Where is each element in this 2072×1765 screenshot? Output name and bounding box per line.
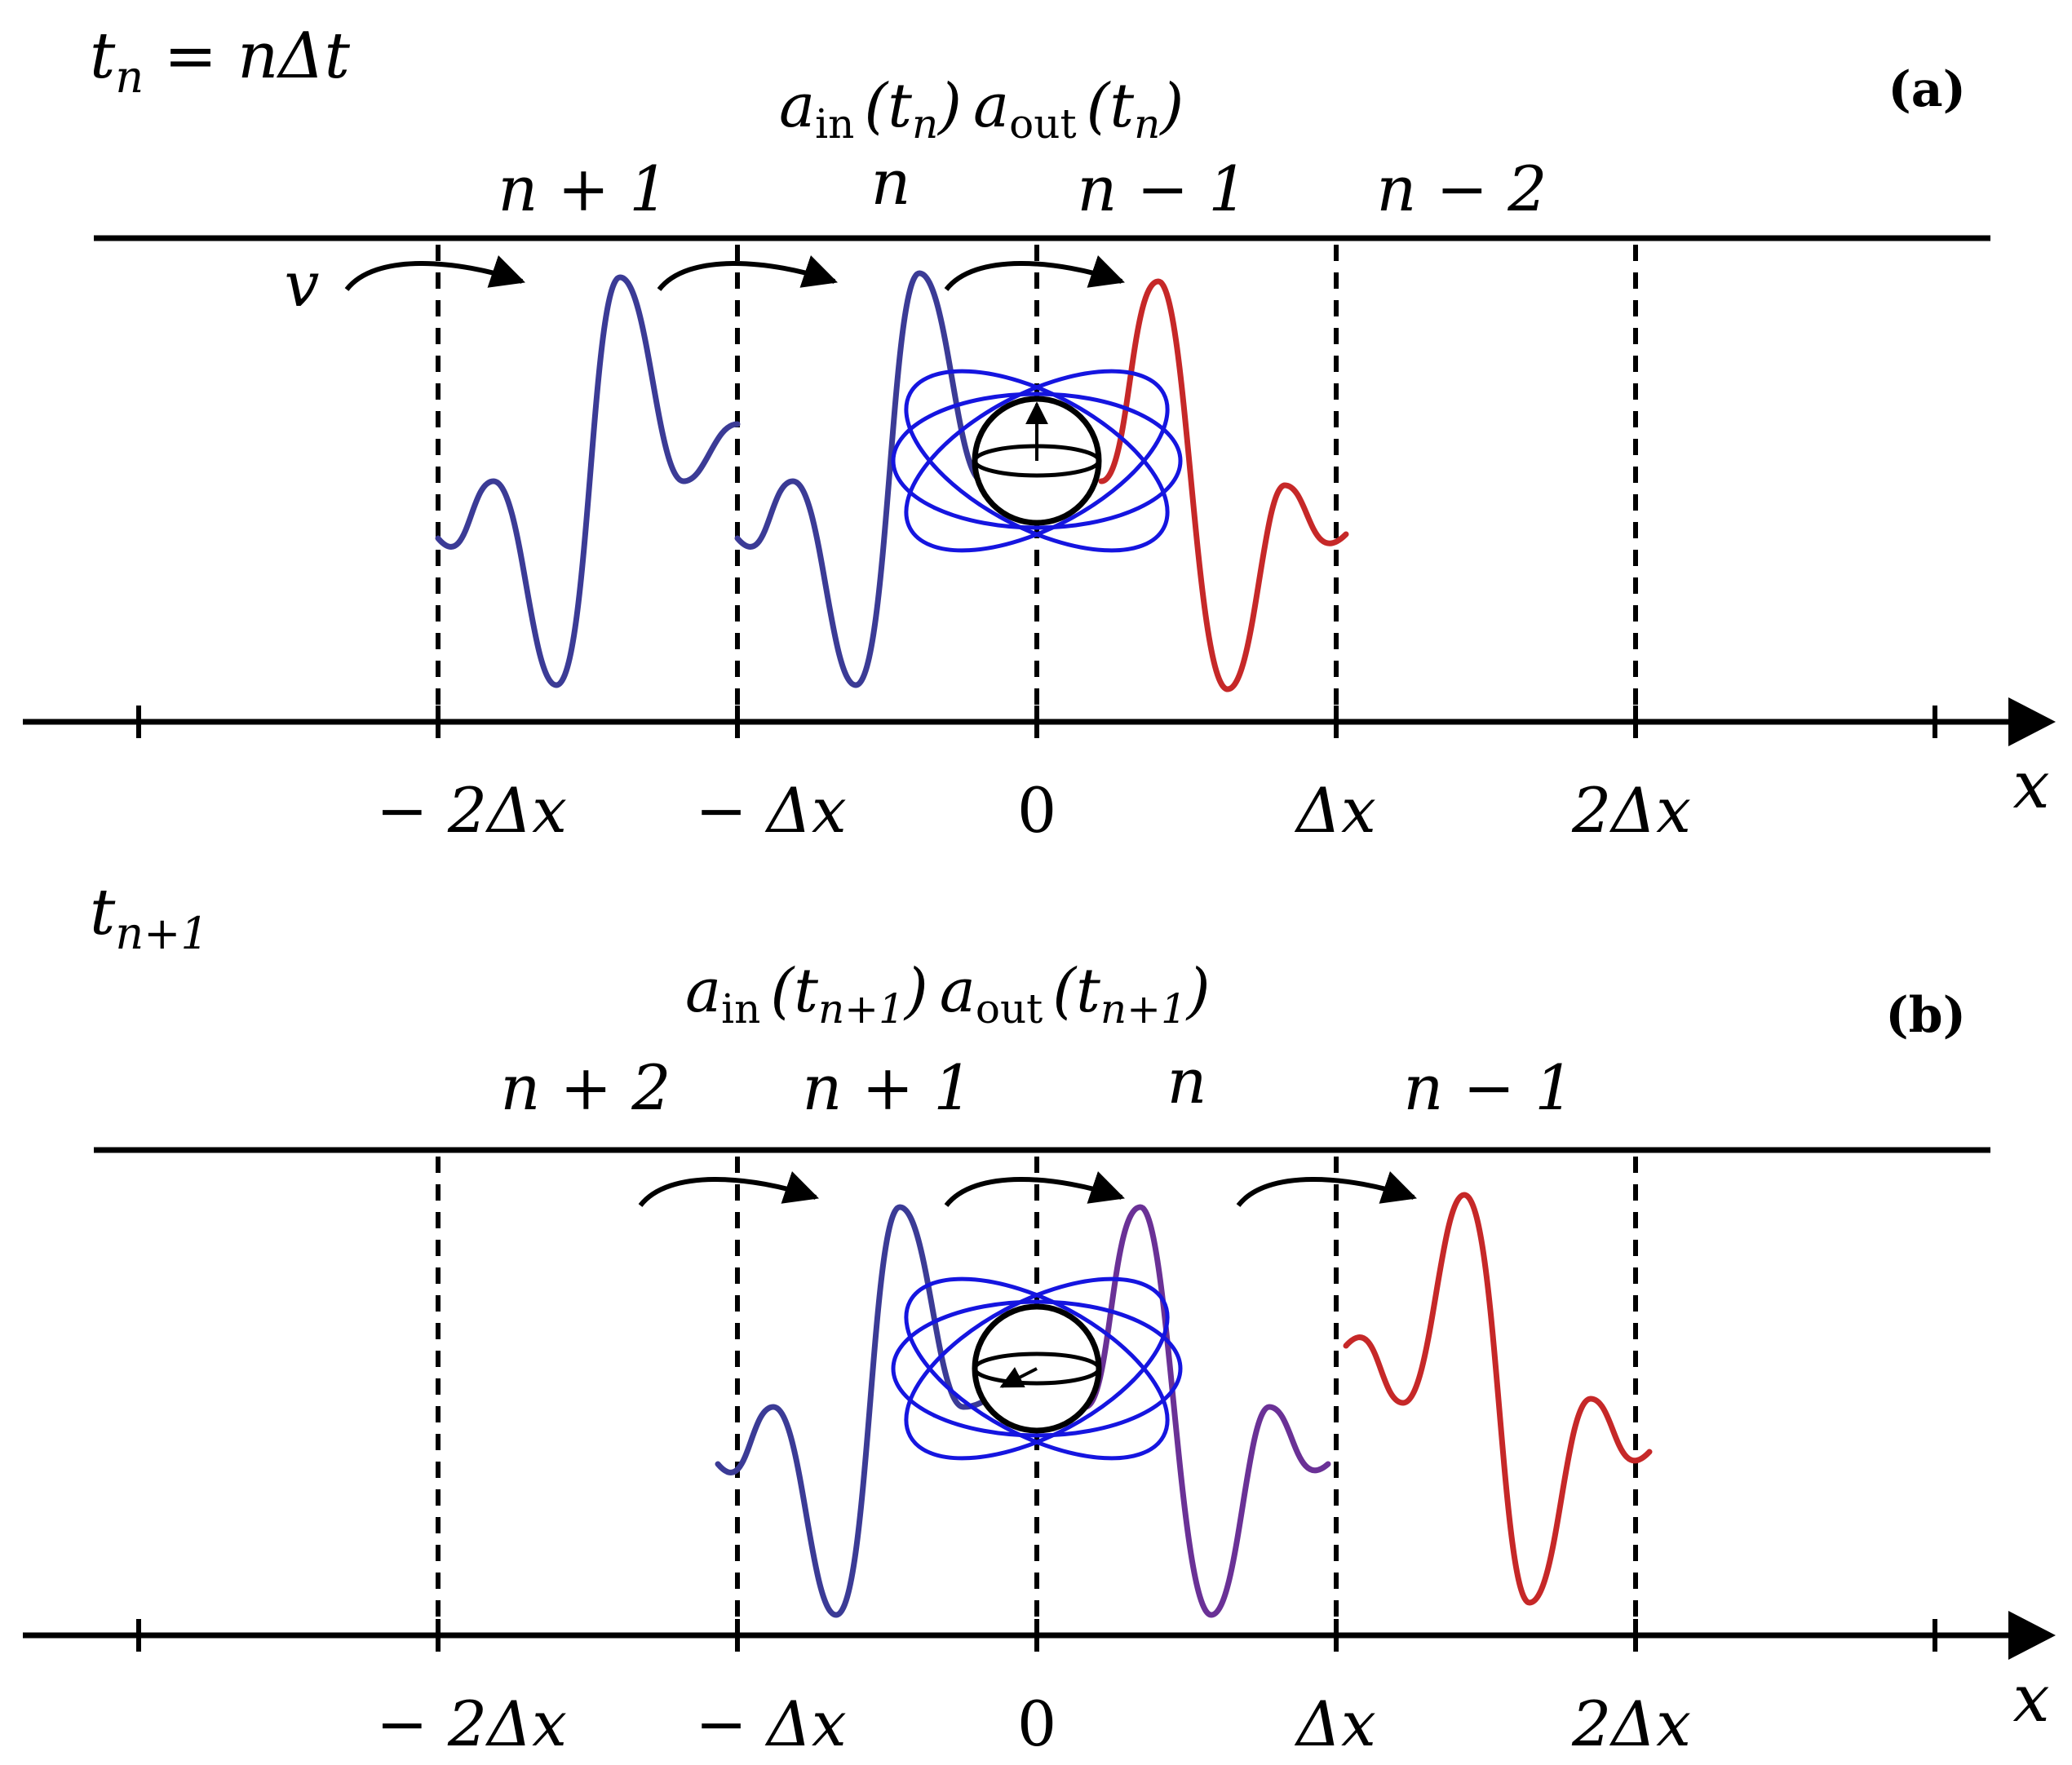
a-in-argument: (t (770, 956, 818, 1026)
x-tick-label: − Δx (695, 774, 847, 847)
wave-packet-outgoing (1343, 1192, 1653, 1606)
a-in-subscript: in (815, 100, 854, 148)
propagation-arrow (944, 1171, 1125, 1207)
x-axis-label: x (2012, 1661, 2049, 1736)
atom-orbit (904, 369, 1170, 553)
a-out-subscript: out (1009, 100, 1076, 148)
x-axis-label: x (2012, 747, 2049, 823)
bin-label: n + 1 (802, 1051, 972, 1124)
time-symbol: t (90, 876, 116, 949)
propagation-arrow (1236, 1171, 1417, 1207)
wave-packet-mixed (1082, 1204, 1331, 1618)
panel-b-label: (b) (1885, 987, 1966, 1044)
wave-packet-interacting (734, 270, 1023, 688)
x-tick-label: − Δx (695, 1688, 847, 1760)
time-subscript: n+1 (115, 908, 208, 959)
a-in-symbol: a (779, 71, 815, 141)
propagation-arrow (344, 255, 525, 291)
wave-packet-incoming (715, 1204, 1015, 1618)
time-definition: = nΔt (144, 20, 351, 93)
time-symbol: t (90, 20, 116, 93)
a-out-symbol: a (973, 71, 1009, 141)
panel-a-time-label: tn = nΔt (90, 20, 351, 103)
wave-packet-outgoing (1098, 278, 1349, 692)
a-out-argument: (t (1052, 956, 1100, 1026)
a-in-subscript: in (721, 985, 760, 1033)
x-tick-label: Δx (1294, 774, 1376, 847)
x-tick-label: − 2Δx (376, 1688, 567, 1760)
atom-orbit (904, 369, 1170, 553)
a-in-close: ) (903, 956, 928, 1026)
panel-b: tn+1 ain (tn+1) aout (tn+1) (b) n + 2 n + 1… (23, 876, 2056, 1760)
bin-label: n + 1 (498, 153, 668, 225)
bin-label: n (871, 146, 911, 219)
x-axis-arrowhead (2008, 1611, 2056, 1660)
a-in-argument-subscript: n+1 (818, 985, 905, 1033)
bin-label: n − 2 (1376, 153, 1547, 225)
propagation-arrow (638, 1171, 819, 1207)
x-tick-label: 0 (1017, 1688, 1056, 1760)
bloch-sphere-equator (972, 1351, 1101, 1386)
x-axis-arrowhead (2008, 697, 2056, 746)
atom (891, 369, 1183, 553)
panel-b-time-label: tn+1 (90, 876, 209, 959)
x-tick-label: Δx (1294, 1688, 1376, 1760)
bin-label: n + 2 (500, 1051, 671, 1124)
panel-b-operator-label: ain (tn+1) aout (tn+1) (685, 956, 1211, 1033)
x-tick-label: 2Δx (1571, 774, 1691, 847)
x-tick-label: − 2Δx (376, 774, 567, 847)
a-in-symbol: a (685, 956, 721, 1026)
a-out-subscript: out (976, 985, 1043, 1033)
time-subscript: n (115, 51, 144, 103)
velocity-label: v (285, 248, 320, 321)
bin-label: n − 1 (1403, 1051, 1574, 1124)
bloch-vector (999, 1367, 1038, 1388)
panel-a-label: (a) (1888, 61, 1966, 118)
atom (891, 1276, 1183, 1461)
atom-orbit (904, 1276, 1170, 1461)
wave-packet-incoming (435, 274, 741, 688)
atom-orbit (891, 391, 1183, 530)
a-out-close: ) (1185, 956, 1211, 1026)
bin-label: n − 1 (1077, 153, 1247, 225)
atom-orbit (904, 1276, 1170, 1461)
a-out-symbol: a (940, 956, 976, 1026)
a-out-argument-subscript: n (1134, 100, 1160, 148)
a-out-argument-subscript: n+1 (1100, 985, 1187, 1033)
a-in-argument-subscript: n (912, 100, 938, 148)
a-out-close: ) (1158, 71, 1184, 141)
a-in-close: ) (936, 71, 962, 141)
propagation-arrow (657, 255, 838, 291)
x-tick-label: 2Δx (1571, 1688, 1691, 1760)
x-tick-label: 0 (1017, 774, 1056, 847)
panel-a: tn = nΔt ain (tn) aout (tn) (a) n + 1 n n −… (23, 20, 2056, 847)
atom-orbit (891, 1299, 1183, 1438)
bin-label: n (1167, 1045, 1207, 1117)
panel-a-operator-label: ain (tn) aout (tn) (779, 71, 1184, 148)
a-in-argument: (t (864, 71, 912, 141)
propagation-arrow (944, 255, 1125, 291)
a-out-argument: (t (1087, 71, 1135, 141)
